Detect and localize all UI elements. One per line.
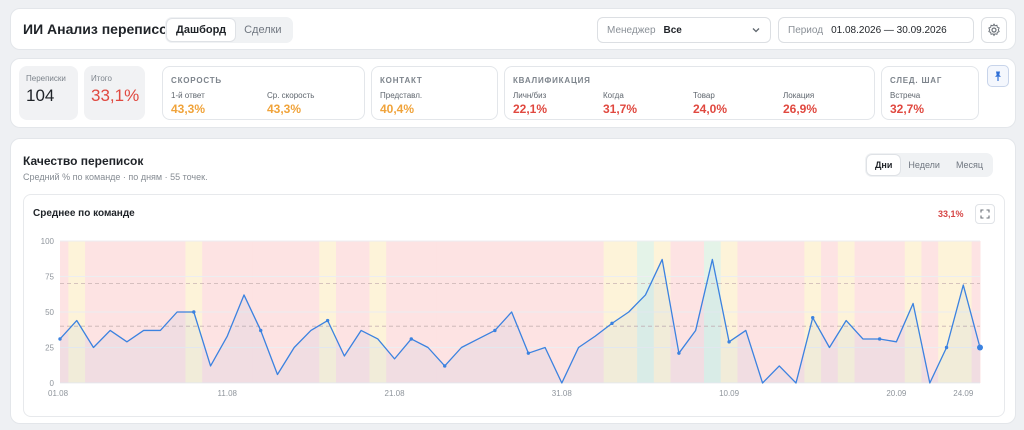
last-point-marker xyxy=(977,344,983,351)
avg-speed-label: Ср. скорость xyxy=(267,91,315,100)
manager-label: Менеджер xyxy=(607,24,656,36)
expand-icon xyxy=(980,209,990,219)
pin-icon xyxy=(995,71,1001,81)
y-tick-label: 100 xyxy=(41,237,55,246)
period-picker[interactable]: Период 01.08.2026 — 30.09.2026 xyxy=(778,17,974,43)
series-line xyxy=(59,258,981,384)
point-marker xyxy=(409,337,413,341)
product-value: 24,0% xyxy=(693,102,728,116)
personal-business-label: Личн/биз xyxy=(513,91,547,100)
x-tick-label: 31.08 xyxy=(552,389,573,398)
first-reply-label: 1-й ответ xyxy=(171,91,205,100)
metrics-panel: Переписки 104 Итого 33,1% СКОРОСТЬ 1-й о… xyxy=(10,58,1016,128)
y-tick-label: 50 xyxy=(45,308,54,317)
point-marker xyxy=(727,340,731,344)
period-label: Период xyxy=(788,24,824,36)
qualification-group: КВАЛИФИКАЦИЯ Личн/биз 22,1% Когда 31,7% … xyxy=(504,66,875,120)
when-value: 31,7% xyxy=(603,102,638,116)
chevron-down-icon xyxy=(752,28,760,33)
pin-button[interactable] xyxy=(987,65,1009,87)
point-marker xyxy=(443,364,447,368)
y-tick-label: 0 xyxy=(50,379,55,388)
speed-title: СКОРОСТЬ xyxy=(171,76,222,85)
y-tick-label: 25 xyxy=(45,344,54,353)
product-label: Товар xyxy=(693,91,715,100)
point-marker xyxy=(493,328,497,333)
meeting-value: 32,7% xyxy=(890,102,925,116)
x-tick-label: 11.08 xyxy=(218,389,238,398)
series-area xyxy=(60,259,980,383)
point-marker xyxy=(259,328,263,333)
range-days[interactable]: Дни xyxy=(867,155,901,175)
tab-deals[interactable]: Сделки xyxy=(244,24,282,36)
expand-button[interactable] xyxy=(975,204,995,224)
point-marker xyxy=(677,351,681,355)
manager-select[interactable]: Менеджер Все xyxy=(597,17,771,43)
chart-card: 0 25 50 75 100 01.08 11.08 21.08 31.08 10.09 20.09… xyxy=(23,194,1005,417)
meeting-label: Встреча xyxy=(890,91,921,100)
gear-icon xyxy=(988,23,1000,37)
contact-group: КОНТАКТ Представл. 40,4% xyxy=(371,66,498,120)
app-title: ИИ Анализ переписок xyxy=(23,21,175,37)
total-metric: Итого 33,1% xyxy=(84,66,145,120)
total-value: 33,1% xyxy=(91,86,140,105)
section-subtitle: Средний % по команде · по дням · 55 точе… xyxy=(23,172,208,182)
chats-label: Переписки xyxy=(26,74,66,83)
point-marker xyxy=(877,337,882,341)
point-marker xyxy=(192,310,196,314)
range-month[interactable]: Месяц xyxy=(955,160,984,170)
point-marker xyxy=(610,321,614,326)
quality-chart: 0 25 50 75 100 01.08 11.08 21.08 31.08 10.09 20.09… xyxy=(41,237,983,398)
quality-section: Качество переписок Средний % по команде … xyxy=(10,138,1016,424)
point-marker xyxy=(811,315,815,320)
x-tick-label: 10.09 xyxy=(719,389,740,398)
chats-metric: Переписки 104 xyxy=(19,66,78,120)
point-marker xyxy=(526,351,531,355)
first-reply-value: 43,3% xyxy=(171,102,206,116)
personal-business-value: 22,1% xyxy=(513,102,548,116)
granularity-switcher: Дни Недели Месяц xyxy=(865,153,994,177)
range-weeks[interactable]: Недели xyxy=(908,160,940,170)
speed-group: СКОРОСТЬ 1-й ответ 43,3% Ср. скорость 43… xyxy=(162,66,365,120)
qualification-title: КВАЛИФИКАЦИЯ xyxy=(513,76,591,85)
next-step-title: СЛЕД. ШАГ xyxy=(890,76,943,85)
period-value: 01.08.2026 — 30.09.2026 xyxy=(831,24,947,36)
when-label: Когда xyxy=(603,91,624,100)
contact-title: КОНТАКТ xyxy=(380,76,423,85)
total-label: Итого xyxy=(91,74,112,83)
avg-speed-value: 43,3% xyxy=(267,102,302,116)
intro-label: Представл. xyxy=(380,91,423,100)
chart-title: Среднее по команде xyxy=(33,208,135,219)
point-marker xyxy=(325,318,330,323)
chats-value: 104 xyxy=(26,86,55,105)
tab-dashboard[interactable]: Дашборд xyxy=(167,19,236,41)
top-bar: ИИ Анализ переписок Дашборд Сделки Менед… xyxy=(10,8,1016,50)
location-value: 26,9% xyxy=(783,102,818,116)
x-tick-label: 20.09 xyxy=(886,389,907,398)
x-tick-label: 21.08 xyxy=(385,389,406,398)
x-tick-label: 24.09 xyxy=(953,389,974,398)
intro-value: 40,4% xyxy=(380,102,415,116)
x-tick-label: 01.08 xyxy=(48,389,69,398)
point-marker xyxy=(944,345,949,350)
point-marker xyxy=(58,337,62,341)
manager-value: Все xyxy=(663,24,682,36)
y-tick-label: 75 xyxy=(45,273,54,282)
next-step-group: СЛЕД. ШАГ Встреча 32,7% xyxy=(881,66,979,120)
section-title: Качество переписок xyxy=(23,154,144,168)
settings-button[interactable] xyxy=(981,17,1007,43)
location-label: Локация xyxy=(783,91,815,100)
view-switcher: Дашборд Сделки xyxy=(165,17,293,43)
chart-average: 33,1% xyxy=(938,209,964,219)
